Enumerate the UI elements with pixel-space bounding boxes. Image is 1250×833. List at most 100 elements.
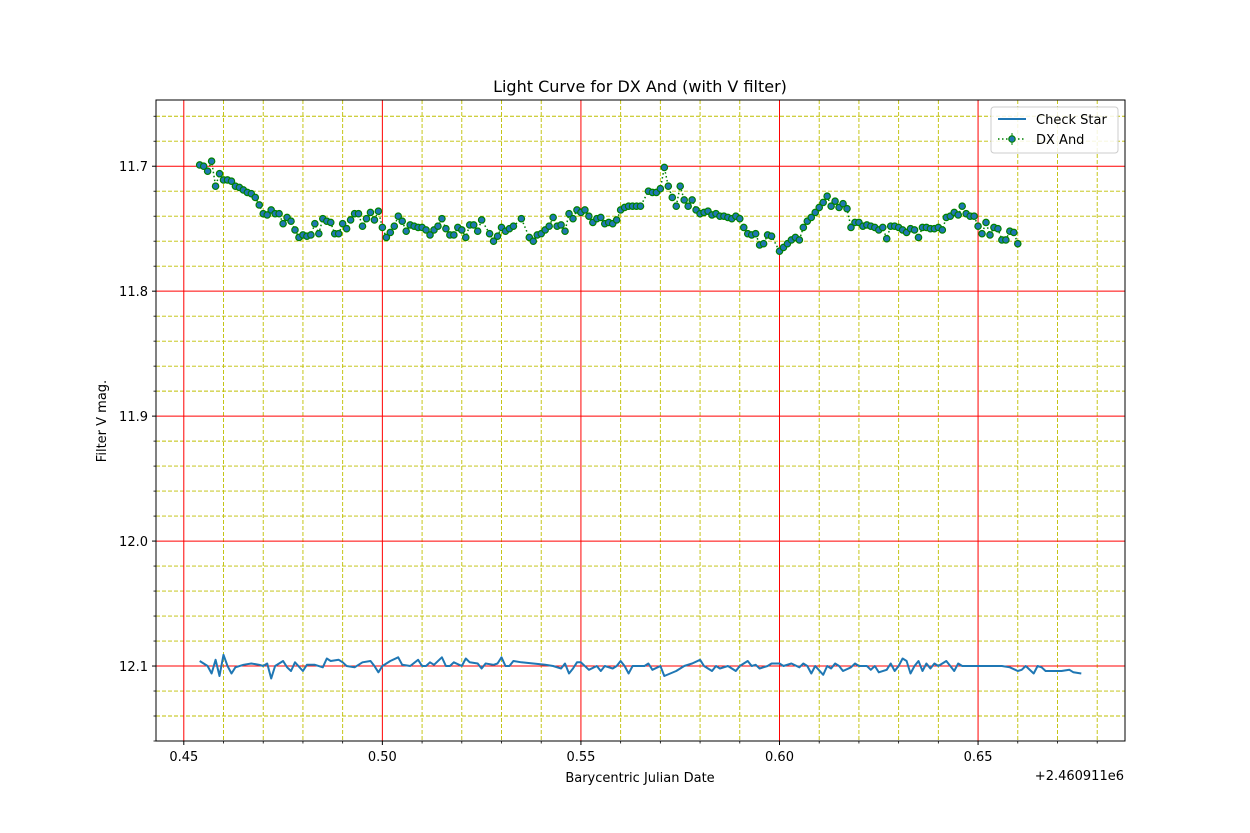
dx-and-point [307, 231, 315, 239]
dx-and-point [382, 233, 391, 242]
check-star-line [199, 653, 1082, 680]
dx-and-point [612, 216, 621, 224]
minor-grid [156, 100, 1125, 742]
dx-and-point [354, 209, 363, 218]
chart-title: Light Curve for DX And (with V filter) [493, 77, 787, 96]
dx-and-point [215, 169, 224, 178]
dx-and-point [529, 237, 538, 245]
dx-and-point [978, 229, 986, 238]
dx-and-point [398, 217, 407, 226]
y-tick-label: 12.1 [119, 660, 148, 675]
dx-and-point [287, 217, 295, 226]
x-tick-label: 0.65 [964, 750, 993, 765]
dx-and-point [585, 212, 593, 221]
legend-dx-and-marker [1008, 135, 1016, 143]
dx-and-point [795, 236, 804, 244]
series-layer [195, 157, 1082, 680]
dx-and-point [422, 226, 430, 234]
dx-and-point [386, 228, 395, 237]
x-axis-label: Barycentric Julian Date [565, 771, 714, 786]
dx-and-point [660, 163, 669, 172]
dx-and-point [390, 222, 399, 231]
dx-and-point [509, 222, 518, 231]
dx-and-point [680, 196, 688, 204]
dx-and-point [279, 219, 287, 228]
dx-and-point [485, 229, 494, 238]
dx-and-point [366, 208, 375, 217]
dx-and-point [982, 218, 990, 227]
y-tick-label: 11.8 [119, 285, 148, 300]
dx-and-point [378, 223, 387, 232]
y-tick-label: 11.7 [119, 160, 148, 175]
dx-and-point [994, 224, 1002, 233]
dx-and-point [735, 214, 744, 223]
dx-and-point [227, 177, 236, 186]
dx-and-point [342, 224, 351, 233]
dx-and-point [315, 229, 323, 238]
dx-and-point [263, 211, 271, 219]
dx-and-point [450, 231, 458, 239]
dx-and-point [561, 227, 569, 235]
dx-and-point [442, 224, 450, 233]
dx-and-point [827, 202, 835, 211]
dx-and-point [823, 192, 831, 201]
dx-and-point [739, 223, 748, 232]
dx-and-point [688, 196, 696, 204]
dx-and-point [807, 213, 816, 222]
dx-and-point [910, 226, 919, 234]
dx-and-point [815, 203, 824, 212]
dx-and-point [545, 222, 553, 231]
legend-dx-and-label: DX And [1036, 133, 1084, 148]
dx-and-point [569, 214, 577, 223]
dx-and-point [291, 226, 299, 234]
dx-and-point [565, 209, 573, 218]
dx-and-point [759, 239, 768, 248]
x-tick-label: 0.60 [765, 750, 794, 765]
y-tick-label: 11.9 [119, 410, 148, 425]
dx-and-point [493, 232, 502, 240]
dx-and-point [374, 207, 383, 216]
dx-and-point [477, 216, 486, 224]
dx-and-point [799, 223, 808, 232]
dx-and-point [457, 226, 466, 234]
x-tick-label: 0.50 [368, 750, 397, 765]
dx-and-point [461, 233, 470, 242]
dx-and-point [811, 208, 820, 217]
dx-and-point [255, 201, 264, 209]
legend: Check Star DX And [990, 106, 1119, 154]
dx-and-point [358, 222, 367, 231]
ticks-layer: 0.45 0.50 0.55 0.60 0.65 11.7 11.8 11.9 12.0 12.1 [119, 115, 1098, 765]
dx-and-point [402, 227, 410, 235]
dx-and-point [843, 204, 851, 213]
y-axis-label: Filter V mag. [95, 380, 110, 462]
dx-and-point [636, 202, 645, 211]
dx-and-point [211, 182, 220, 191]
dx-and-point [656, 184, 665, 193]
dx-and-point [970, 212, 978, 221]
y-tick-label: 12.0 [119, 535, 148, 550]
dx-and-point [203, 167, 212, 176]
plot-frame [155, 99, 1126, 742]
dx-and-point [438, 214, 446, 223]
dx-and-point [974, 222, 982, 231]
dx-and-point [819, 198, 827, 207]
dx-and-point [394, 212, 403, 221]
dx-and-point [878, 223, 887, 232]
dx-and-point [362, 214, 371, 223]
dx-and-point [847, 223, 855, 232]
dx-and-point [882, 234, 891, 243]
dx-and-point [517, 214, 526, 223]
dx-and-point [549, 213, 557, 222]
dx-and-point [1002, 236, 1010, 244]
dx-and-point [986, 231, 994, 239]
dx-and-point [199, 162, 208, 171]
dx-and-point [684, 202, 692, 211]
dx-and-point [676, 182, 685, 191]
dx-and-point [831, 197, 839, 206]
dx-and-point [596, 213, 605, 222]
dx-and-point [426, 231, 434, 239]
dx-and-point [326, 218, 335, 227]
dx-and-point [251, 193, 260, 202]
dx-and-point [370, 216, 379, 224]
dx-and-point [672, 202, 681, 211]
